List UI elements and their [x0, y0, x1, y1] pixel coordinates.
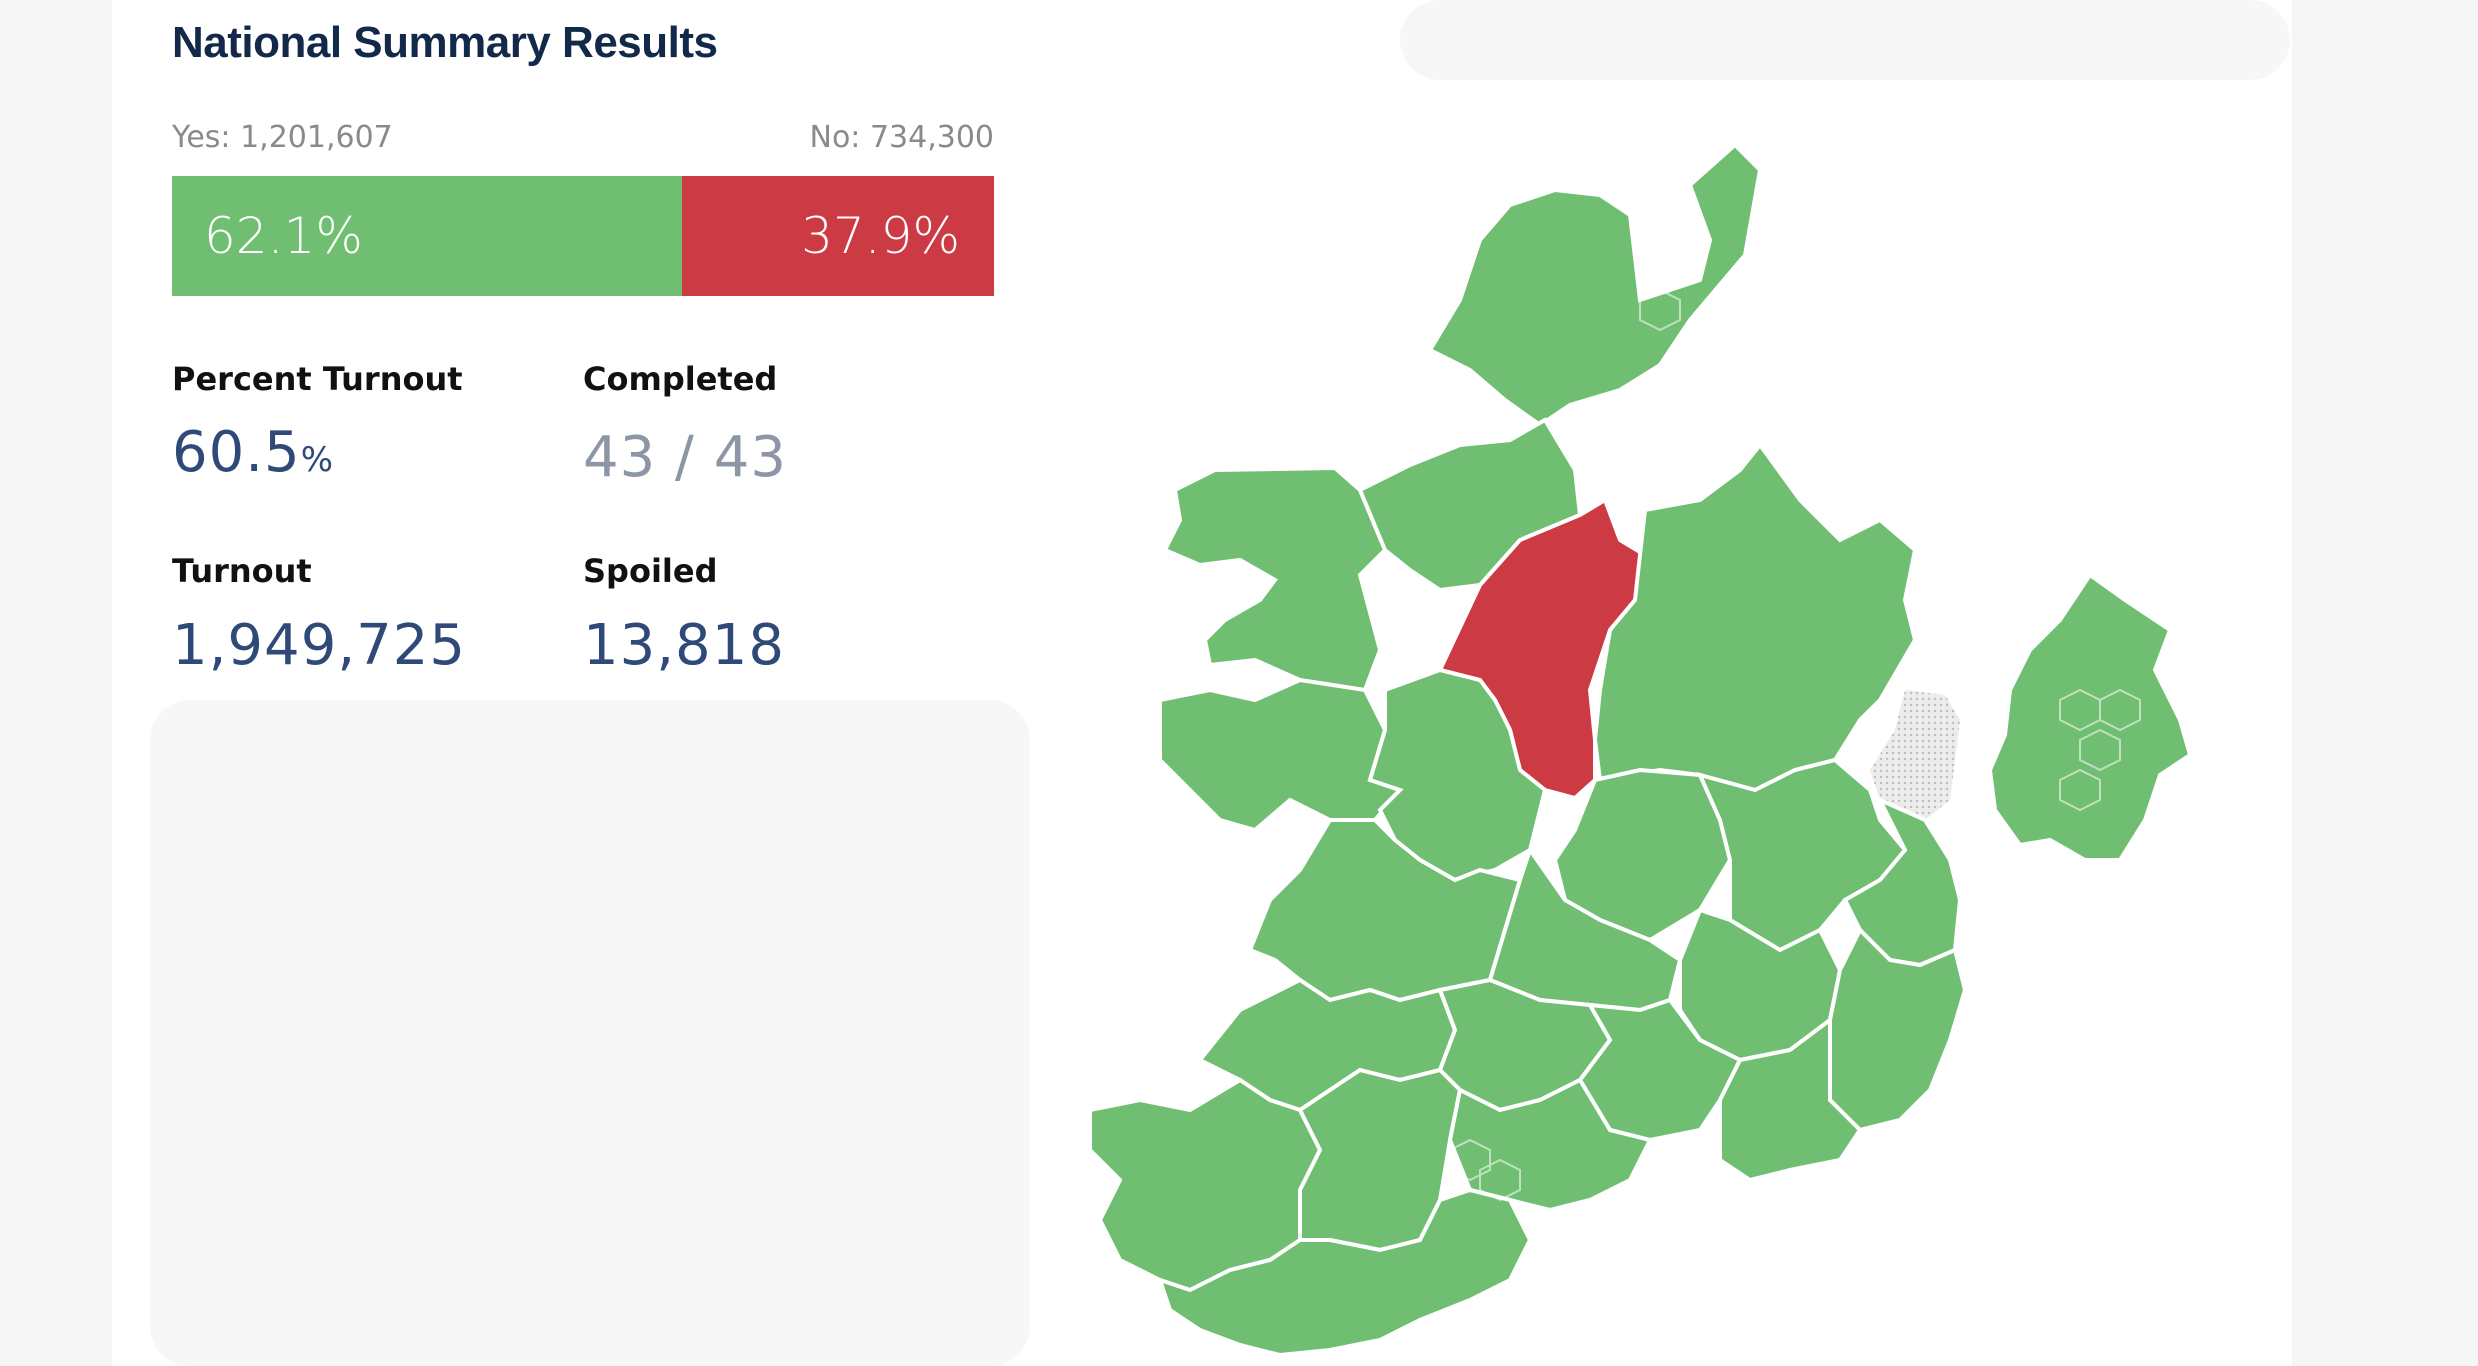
constituency-hex-map: [1060, 120, 2210, 1366]
redacted-area: [150, 700, 1030, 1366]
turnout-value: 1,949,725: [172, 613, 467, 678]
spoiled-value: 13,818: [583, 613, 785, 678]
constituency-wexford[interactable]: [1718, 1016, 1863, 1183]
percent-turnout-number: 60.5: [172, 420, 301, 485]
constituency-north-east[interactable]: [1592, 441, 1918, 793]
constituency-wicklow[interactable]: [1828, 926, 1968, 1133]
redacted-area: [1400, 0, 2290, 80]
spoiled-label: Spoiled: [583, 552, 718, 590]
yes-count-label: Yes: 1,201,607: [172, 120, 393, 155]
constituency-cork-south[interactable]: [1156, 1187, 1533, 1358]
constituency-roscommon-galway[interactable]: [1367, 667, 1548, 883]
no-count-label: No: 734,300: [809, 120, 995, 155]
hex-texture: [1449, 288, 2141, 1202]
completed-value: 43 / 43: [583, 425, 787, 490]
turnout-label: Turnout: [172, 552, 312, 590]
page-title: National Summary Results: [172, 18, 718, 67]
constituency-donegal[interactable]: [1427, 142, 1763, 428]
region-no-data: [1870, 690, 1960, 820]
percent-turnout-value: 60.5%: [172, 420, 334, 485]
percent-turnout-label: Percent Turnout: [172, 360, 463, 398]
constituency-mayo[interactable]: [1162, 465, 1388, 703]
constituency-east-island[interactable]: [1987, 572, 2193, 862]
no-percent: 37.9%: [801, 207, 960, 265]
yes-percent: 62.1%: [204, 207, 363, 265]
constituency-carlow-kilkenny[interactable]: [1577, 997, 1743, 1143]
result-bar: 62.1% 37.9%: [172, 176, 994, 296]
yes-bar-segment: 62.1%: [172, 176, 683, 296]
hex-map-svg: [1088, 142, 2193, 1358]
completed-label: Completed: [583, 360, 778, 398]
percent-turnout-unit: %: [300, 440, 334, 480]
constituency-longford-westmeath[interactable]: [1552, 767, 1733, 943]
constituency-galway-west[interactable]: [1158, 677, 1404, 833]
no-bar-segment: 37.9%: [682, 176, 994, 296]
